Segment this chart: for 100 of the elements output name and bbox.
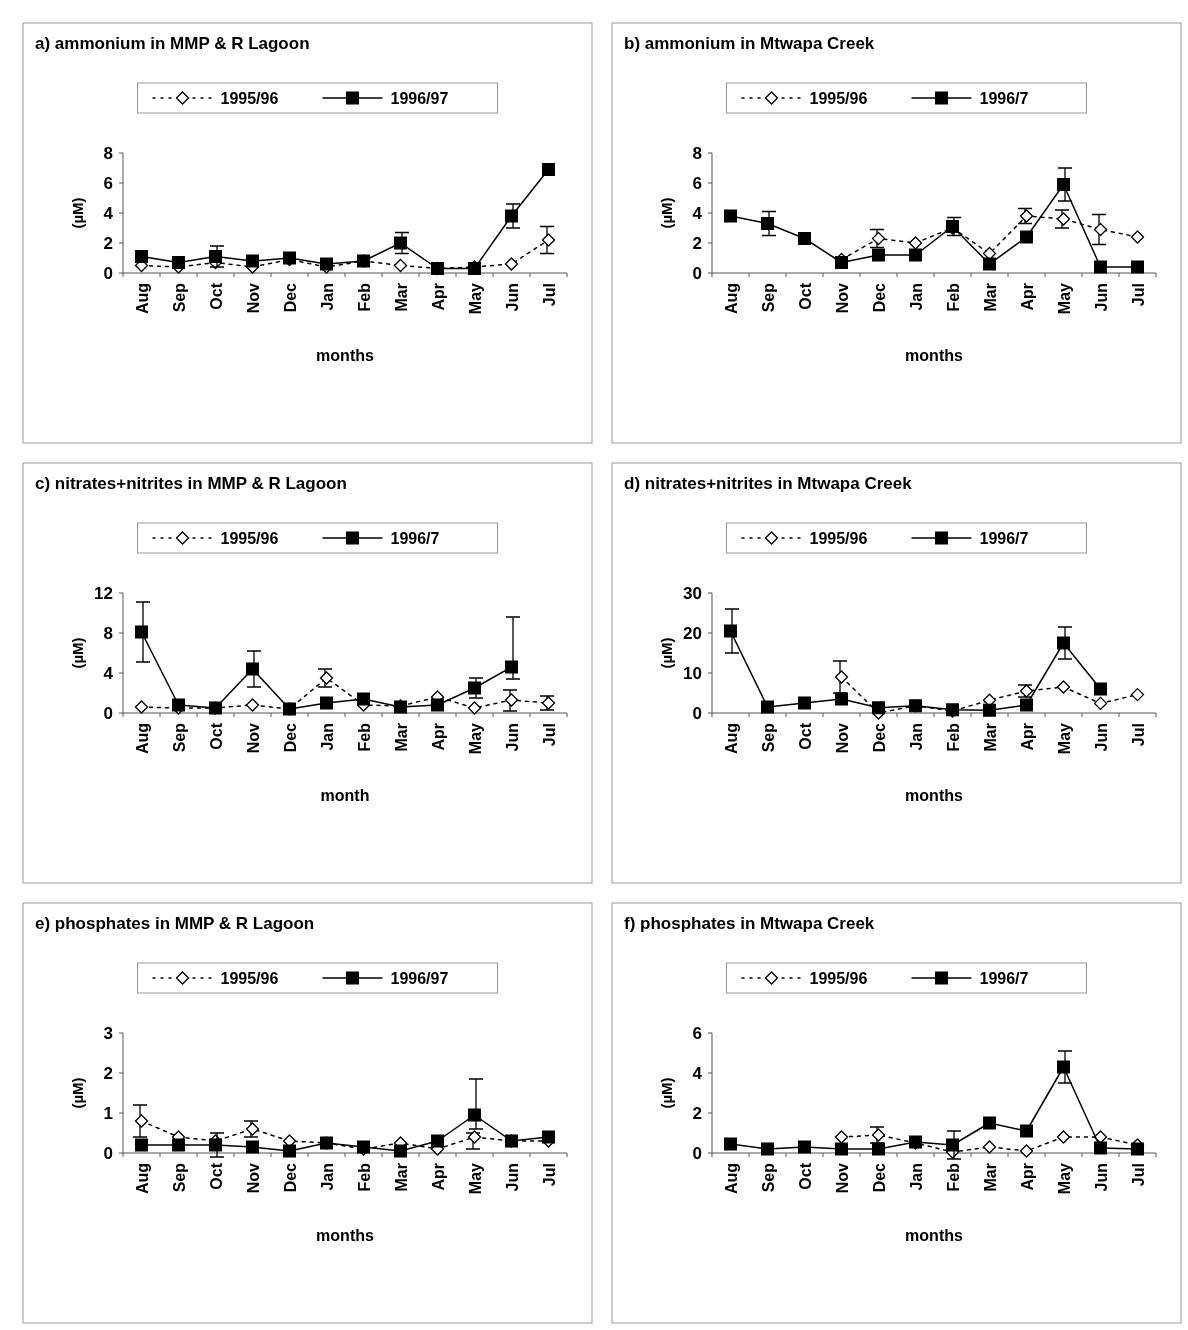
y-tick-label: 4 (103, 204, 114, 223)
legend-label: 1995/96 (809, 530, 868, 547)
x-tick-label: Jan (907, 723, 925, 751)
chart-title: d) nitrates+nitrites in Mtwapa Creek (624, 474, 913, 493)
x-tick-label: Jan (318, 283, 336, 311)
legend-label: 1996/97 (390, 90, 449, 107)
legend-label: 1996/7 (390, 530, 440, 547)
x-tick-label: Jul (1129, 1163, 1147, 1187)
x-tick-label: Apr (429, 723, 447, 751)
x-tick-label: Jun (503, 1163, 521, 1192)
x-tick-label: Jan (318, 723, 336, 751)
y-tick-label: 10 (683, 664, 702, 683)
legend-label: 1995/96 (220, 90, 279, 107)
x-tick-label: Jun (1092, 723, 1110, 752)
legend-label: 1995/96 (809, 970, 868, 987)
x-tick-label: Jan (907, 1163, 925, 1191)
y-tick-label: 0 (103, 1144, 113, 1163)
y-tick-label: 8 (103, 144, 113, 163)
x-tick-label: Jul (1129, 723, 1147, 747)
y-tick-label: 30 (683, 584, 702, 603)
x-tick-label: Aug (722, 723, 740, 755)
chart-title: c) nitrates+nitrites in MMP & R Lagoon (35, 474, 347, 493)
x-tick-label: Nov (244, 722, 262, 754)
x-tick-label: Jul (1129, 283, 1147, 307)
x-tick-label: Aug (722, 283, 740, 315)
x-tick-label: Oct (207, 282, 225, 310)
y-tick-label: 8 (103, 624, 113, 643)
y-tick-label: 12 (94, 584, 113, 603)
x-tick-label: Sep (759, 282, 777, 313)
x-tick-label: Jul (540, 723, 558, 747)
x-tick-label: Aug (133, 723, 151, 755)
y-tick-label: 0 (692, 704, 702, 723)
x-axis-title: months (316, 347, 374, 364)
x-tick-label: Nov (244, 1162, 262, 1194)
x-tick-label: Jun (503, 723, 521, 752)
x-tick-label: Mar (981, 283, 999, 312)
x-tick-label: Nov (833, 282, 851, 314)
x-tick-label: Sep (170, 1162, 188, 1193)
x-tick-label: Apr (1018, 723, 1036, 751)
chart-title: e) phosphates in MMP & R Lagoon (35, 914, 315, 933)
legend-label: 1996/7 (979, 530, 1029, 547)
y-tick-label: 3 (103, 1024, 113, 1043)
x-tick-label: Aug (722, 1163, 740, 1195)
legend-label: 1995/96 (220, 970, 279, 987)
x-tick-label: Feb (944, 722, 962, 752)
x-tick-label: Jul (540, 1163, 558, 1187)
x-tick-label: Jun (1092, 283, 1110, 312)
x-axis-title: month (320, 787, 370, 804)
y-tick-label: 6 (692, 174, 702, 193)
x-axis-title: months (905, 1227, 963, 1244)
x-tick-label: Feb (944, 282, 962, 312)
x-tick-label: Oct (207, 1162, 225, 1190)
x-tick-label: Feb (355, 282, 373, 312)
x-axis-title: months (905, 347, 963, 364)
x-tick-label: Mar (392, 1163, 410, 1192)
x-tick-label: Feb (355, 1162, 373, 1192)
y-axis-title: (µM) (69, 197, 86, 229)
legend-label: 1996/7 (979, 970, 1029, 987)
y-tick-label: 2 (692, 1104, 702, 1123)
x-tick-label: Dec (281, 722, 299, 753)
x-tick-label: Oct (207, 722, 225, 750)
x-tick-label: Dec (870, 1162, 888, 1193)
x-axis-title: months (905, 787, 963, 804)
x-tick-label: Nov (833, 722, 851, 754)
y-tick-label: 8 (692, 144, 702, 163)
chart-title: a) ammonium in MMP & R Lagoon (35, 34, 310, 53)
x-tick-label: Sep (759, 722, 777, 753)
x-tick-label: May (466, 1162, 484, 1195)
y-tick-label: 0 (692, 264, 702, 283)
x-tick-label: Dec (870, 282, 888, 313)
x-tick-label: Oct (796, 722, 814, 750)
y-tick-label: 4 (103, 664, 114, 683)
x-tick-label: Jan (907, 283, 925, 311)
x-tick-label: Jun (503, 283, 521, 312)
y-axis-title: (µM) (658, 1077, 675, 1109)
y-tick-label: 2 (103, 1064, 113, 1083)
x-tick-label: Jun (1092, 1163, 1110, 1192)
x-tick-label: May (1055, 282, 1073, 315)
y-axis-title: (µM) (69, 637, 86, 669)
y-tick-label: 6 (103, 174, 113, 193)
y-axis-title: (µM) (658, 637, 675, 669)
x-tick-label: May (466, 722, 484, 755)
x-tick-label: Sep (170, 722, 188, 753)
chart-title: f) phosphates in Mtwapa Creek (624, 914, 875, 933)
y-tick-label: 4 (692, 204, 703, 223)
chart-title: b) ammonium in Mtwapa Creek (624, 34, 875, 53)
x-tick-label: Dec (281, 1162, 299, 1193)
y-tick-label: 20 (683, 624, 702, 643)
y-tick-label: 2 (103, 234, 113, 253)
x-tick-label: Oct (796, 282, 814, 310)
y-axis-title: (µM) (69, 1077, 86, 1109)
y-tick-label: 0 (692, 1144, 702, 1163)
x-tick-label: Mar (392, 283, 410, 312)
x-tick-label: May (466, 282, 484, 315)
legend-label: 1995/96 (220, 530, 279, 547)
y-axis-title: (µM) (658, 197, 675, 229)
x-tick-label: Mar (981, 723, 999, 752)
x-tick-label: Apr (1018, 283, 1036, 311)
x-axis-title: months (316, 1227, 374, 1244)
x-tick-label: Jul (540, 283, 558, 307)
